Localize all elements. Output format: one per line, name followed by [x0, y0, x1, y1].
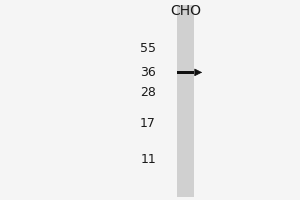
Text: 55: 55: [140, 42, 156, 55]
Bar: [178, 71, 194, 74]
Text: 17: 17: [140, 117, 156, 130]
Text: 28: 28: [140, 86, 156, 99]
Text: 36: 36: [140, 66, 156, 79]
Text: 11: 11: [140, 153, 156, 166]
Bar: [178, 5, 194, 197]
Text: CHO: CHO: [170, 4, 201, 18]
